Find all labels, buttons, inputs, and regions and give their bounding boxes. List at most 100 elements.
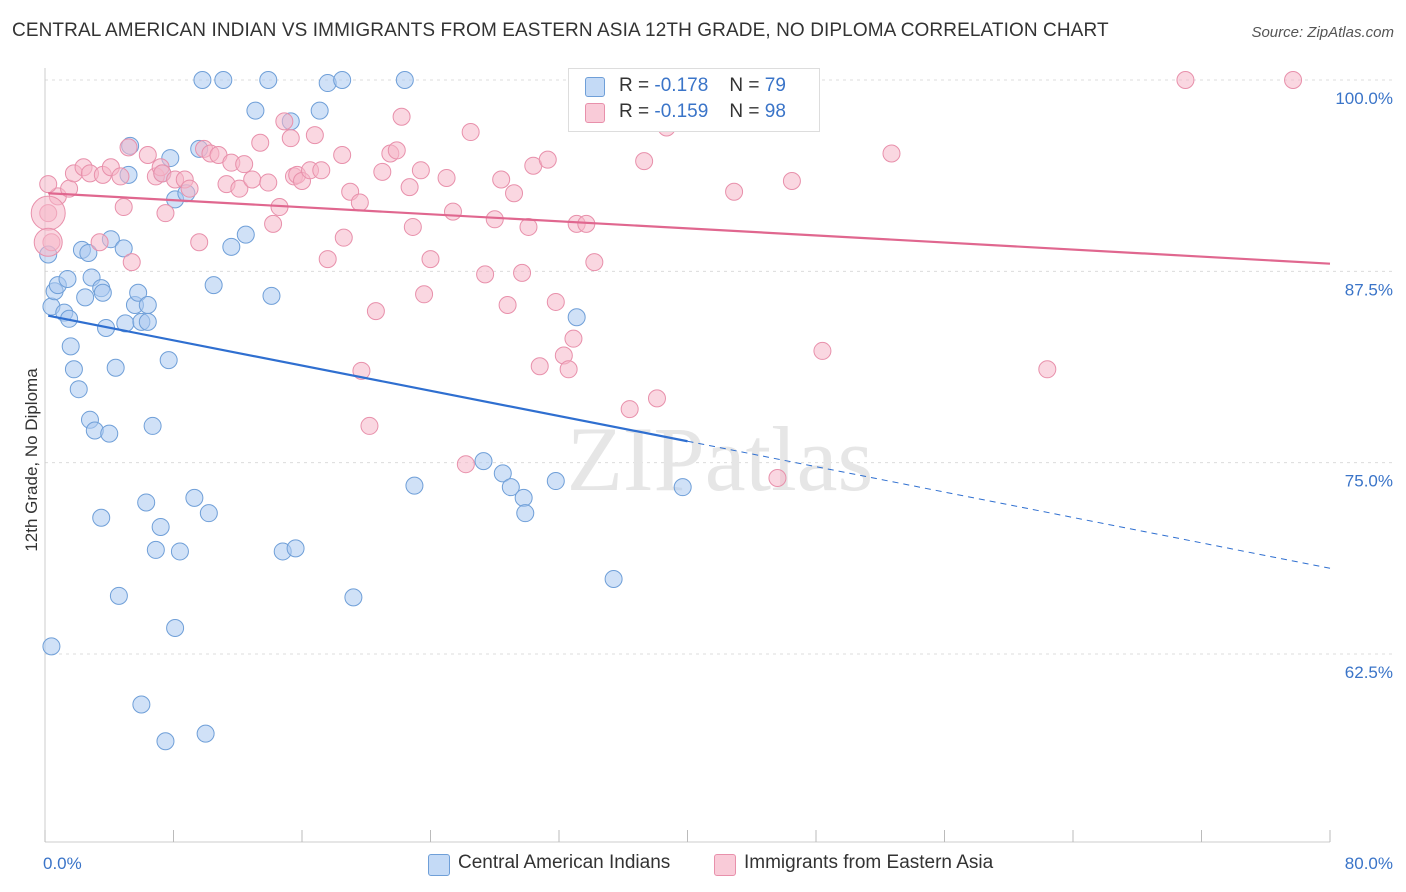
data-point xyxy=(519,217,538,236)
data-point xyxy=(76,288,95,307)
data-point xyxy=(350,193,369,212)
source-label: Source: ZipAtlas.com xyxy=(1251,24,1394,41)
data-point xyxy=(546,472,565,491)
data-point xyxy=(514,488,533,507)
data-point xyxy=(69,380,88,399)
data-point xyxy=(1038,360,1057,379)
data-point xyxy=(530,357,549,376)
data-point xyxy=(334,228,353,247)
data-point xyxy=(286,539,305,558)
data-point xyxy=(106,358,125,377)
data-point xyxy=(344,588,363,607)
data-point xyxy=(243,170,262,189)
data-point xyxy=(132,695,151,714)
data-point xyxy=(567,308,586,327)
data-point xyxy=(403,217,422,236)
data-point xyxy=(170,542,189,561)
data-point xyxy=(264,214,283,233)
data-point xyxy=(1176,71,1195,89)
data-point xyxy=(400,178,419,197)
data-point xyxy=(199,504,218,523)
data-point xyxy=(137,493,156,512)
data-point xyxy=(411,161,430,180)
data-point xyxy=(768,468,787,487)
data-point xyxy=(42,637,61,656)
data-point xyxy=(185,488,204,507)
data-point xyxy=(222,237,241,256)
data-point xyxy=(516,504,535,523)
data-point xyxy=(312,161,331,180)
data-point xyxy=(1284,71,1303,89)
data-point xyxy=(30,195,66,231)
data-point xyxy=(546,292,565,311)
data-point xyxy=(129,283,148,302)
series-immigrants-eastern-asia xyxy=(30,71,1303,487)
trend-line-immigrants-eastern-asia xyxy=(48,192,1331,265)
data-point xyxy=(493,464,512,483)
data-point xyxy=(620,400,639,419)
data-point xyxy=(437,168,456,187)
legend-n-label: N = xyxy=(729,101,760,122)
data-point xyxy=(647,389,666,408)
watermark: ZIPatlas xyxy=(567,408,874,510)
series-central-american-indians xyxy=(39,71,692,751)
data-point xyxy=(156,204,175,223)
legend-swatch xyxy=(428,854,450,876)
x-tick-labels: 0.0% 80.0% xyxy=(43,854,1393,873)
data-point xyxy=(204,276,223,295)
data-point xyxy=(333,146,352,165)
x-tick-label: 80.0% xyxy=(1345,854,1393,873)
data-point xyxy=(138,146,157,165)
legend-swatch xyxy=(714,854,736,876)
data-point xyxy=(138,296,157,315)
data-point xyxy=(58,269,77,288)
data-point xyxy=(501,478,520,497)
y-tick-labels: 100.0% 87.5% 75.0% 62.5% xyxy=(1335,89,1393,682)
data-point xyxy=(443,202,462,221)
data-point xyxy=(196,724,215,743)
data-point xyxy=(318,250,337,269)
data-point xyxy=(138,312,157,331)
data-point xyxy=(230,179,249,198)
legend-r-label: R = xyxy=(619,75,650,96)
y-tick-label: 75.0% xyxy=(1345,472,1393,491)
data-point xyxy=(492,170,511,189)
y-tick-label: 100.0% xyxy=(1335,89,1393,108)
data-point xyxy=(114,239,133,258)
data-point xyxy=(259,71,278,89)
data-point xyxy=(305,126,324,145)
data-point xyxy=(119,138,138,157)
data-point xyxy=(193,71,212,89)
data-point xyxy=(39,175,58,194)
data-point xyxy=(366,302,385,321)
data-point xyxy=(310,101,329,120)
data-point xyxy=(505,184,524,203)
data-point xyxy=(93,283,112,302)
y-axis-label: 12th Grade, No Diploma xyxy=(22,368,41,552)
data-point xyxy=(146,540,165,559)
series-legend: Central American Indians Immigrants from… xyxy=(0,852,1406,878)
data-point xyxy=(498,296,517,315)
data-point xyxy=(64,360,83,379)
data-point xyxy=(387,141,406,160)
data-point xyxy=(421,250,440,269)
data-point xyxy=(461,123,480,142)
legend-n-value: 98 xyxy=(764,101,786,122)
data-point xyxy=(143,416,162,435)
legend-r-value: -0.159 xyxy=(654,101,709,122)
data-point xyxy=(476,265,495,284)
legend-r-label: R = xyxy=(619,101,650,122)
data-point xyxy=(281,129,300,148)
data-point xyxy=(415,285,434,304)
data-point xyxy=(92,508,111,527)
data-point xyxy=(725,182,744,201)
data-point xyxy=(333,71,352,89)
legend-swatch xyxy=(585,77,605,97)
data-point xyxy=(109,586,128,605)
trend-line-central-american-indians xyxy=(48,314,688,443)
data-point xyxy=(275,112,294,131)
data-point xyxy=(395,71,414,89)
data-point xyxy=(585,253,604,272)
data-point xyxy=(33,227,63,257)
